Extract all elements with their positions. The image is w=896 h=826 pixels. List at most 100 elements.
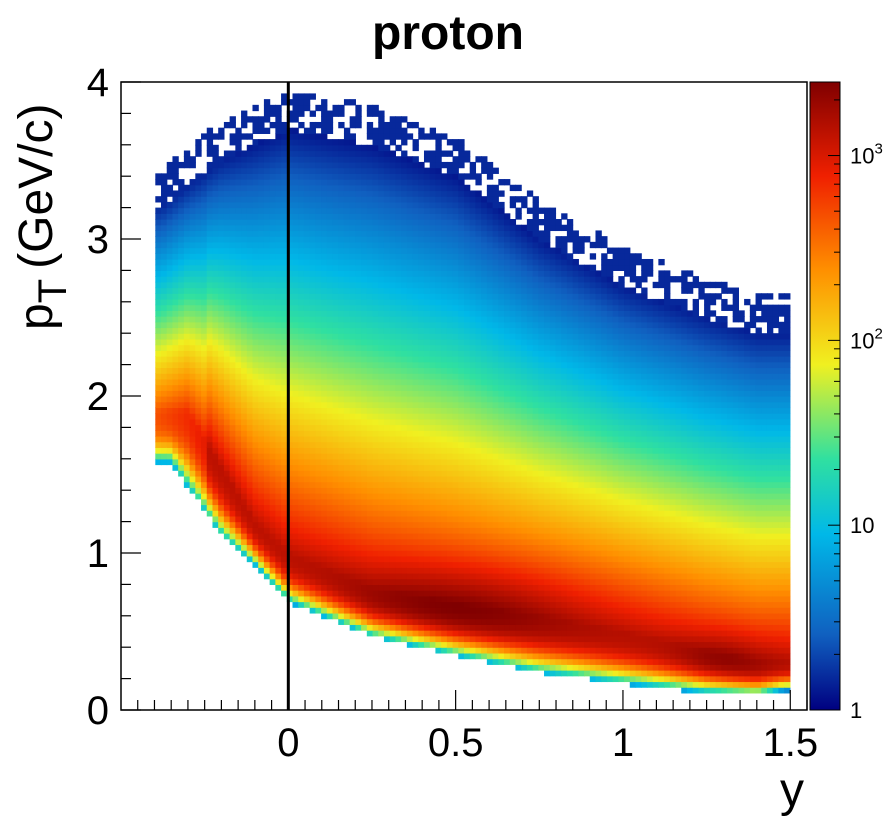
- heatmap-cell: [361, 316, 368, 323]
- heatmap-cell: [298, 430, 305, 437]
- heatmap-cell: [435, 578, 442, 585]
- heatmap-cell: [361, 521, 368, 528]
- heatmap-cell: [343, 287, 351, 294]
- heatmap-cell: [429, 413, 437, 420]
- heatmap-cell: [206, 396, 214, 403]
- heatmap-cell: [492, 458, 499, 466]
- heatmap-cell: [263, 481, 271, 488]
- heatmap-cell: [372, 253, 379, 260]
- heatmap-cell: [223, 190, 231, 197]
- heatmap-cell: [378, 264, 385, 271]
- heatmap-cell: [395, 430, 402, 437]
- heatmap-cell: [309, 327, 316, 334]
- heatmap-cell: [486, 333, 494, 340]
- heatmap-cell: [338, 413, 345, 420]
- heatmap-cell: [292, 344, 299, 351]
- heatmap-cell: [498, 333, 505, 340]
- heatmap-cell: [155, 298, 162, 306]
- heatmap-cell: [504, 567, 511, 574]
- heatmap-cell: [481, 618, 488, 625]
- heatmap-cell: [195, 384, 202, 391]
- heatmap-cell: [446, 344, 454, 351]
- heatmap-cell: [486, 498, 494, 506]
- heatmap-cell: [326, 378, 334, 386]
- heatmap-cell: [498, 453, 505, 460]
- heatmap-cell: [298, 441, 305, 448]
- heatmap-cell: [401, 344, 408, 351]
- heatmap-cell: [406, 253, 414, 260]
- heatmap-cell: [235, 293, 242, 300]
- heatmap-cell: [383, 276, 391, 283]
- heatmap-cell: [401, 504, 408, 511]
- heatmap-cell: [315, 533, 322, 540]
- heatmap-cell: [481, 287, 488, 294]
- heatmap-cell: [498, 230, 505, 237]
- heatmap-cell: [349, 435, 356, 443]
- heatmap-cell: [321, 441, 328, 448]
- heatmap-cell: [258, 293, 265, 300]
- heatmap-cell: [486, 607, 494, 614]
- heatmap-cell: [355, 304, 362, 311]
- heatmap-cell: [366, 493, 374, 500]
- heatmap-cell: [178, 184, 185, 192]
- heatmap-cell: [309, 544, 316, 551]
- heatmap-cell: [229, 515, 236, 523]
- heatmap-cell: [435, 361, 442, 369]
- heatmap-cell: [258, 498, 265, 506]
- heatmap-cell: [372, 127, 379, 134]
- heatmap-cell: [161, 458, 168, 466]
- heatmap-cell: [378, 384, 385, 391]
- heatmap-cell: [366, 133, 374, 140]
- heatmap-cell: [189, 293, 196, 300]
- heatmap-cell: [486, 487, 494, 494]
- heatmap-cell: [263, 327, 271, 334]
- heatmap-cell: [343, 447, 351, 454]
- heatmap-cell: [298, 521, 305, 528]
- heatmap-cell: [269, 190, 276, 197]
- heatmap-cell: [281, 121, 288, 129]
- heatmap-cell: [412, 270, 419, 277]
- heatmap-cell: [332, 533, 339, 540]
- heatmap-cell: [343, 378, 351, 386]
- heatmap-cell: [504, 350, 511, 357]
- heatmap-cell: [229, 190, 236, 197]
- heatmap-cell: [166, 441, 174, 448]
- heatmap-cell: [229, 133, 236, 140]
- heatmap-cell: [481, 533, 488, 540]
- heatmap-cell: [252, 201, 259, 209]
- heatmap-cell: [343, 430, 351, 437]
- heatmap-cell: [258, 527, 265, 534]
- heatmap-cell: [235, 481, 242, 488]
- heatmap-cell: [275, 504, 282, 511]
- heatmap-cell: [235, 407, 242, 414]
- heatmap-cell: [509, 652, 517, 660]
- heatmap-cell: [452, 481, 459, 488]
- heatmap-cell: [286, 521, 294, 528]
- heatmap-cell: [481, 572, 488, 580]
- heatmap-cell: [458, 578, 465, 585]
- heatmap-cell: [412, 590, 419, 597]
- heatmap-cell: [418, 241, 425, 249]
- heatmap-cell: [498, 555, 505, 563]
- heatmap-cell: [492, 590, 499, 597]
- heatmap-cell: [486, 253, 494, 260]
- heatmap-cell: [321, 515, 328, 523]
- heatmap-cell: [315, 196, 322, 203]
- heatmap-cell: [446, 333, 454, 340]
- heatmap-cell: [281, 93, 288, 100]
- heatmap-cell: [412, 481, 419, 488]
- heatmap-cell: [441, 350, 448, 357]
- heatmap-cell: [332, 487, 339, 494]
- heatmap-cell: [298, 327, 305, 334]
- heatmap-cell: [235, 373, 242, 380]
- heatmap-cell: [366, 196, 374, 203]
- heatmap-cell: [218, 213, 225, 220]
- heatmap-cell: [292, 515, 299, 523]
- heatmap-cell: [458, 316, 465, 323]
- heatmap-cell: [218, 156, 225, 163]
- heatmap-cell: [441, 298, 448, 306]
- heatmap-cell: [338, 344, 345, 351]
- heatmap-cell: [161, 356, 168, 363]
- heatmap-cell: [361, 470, 368, 477]
- heatmap-cell: [441, 635, 448, 643]
